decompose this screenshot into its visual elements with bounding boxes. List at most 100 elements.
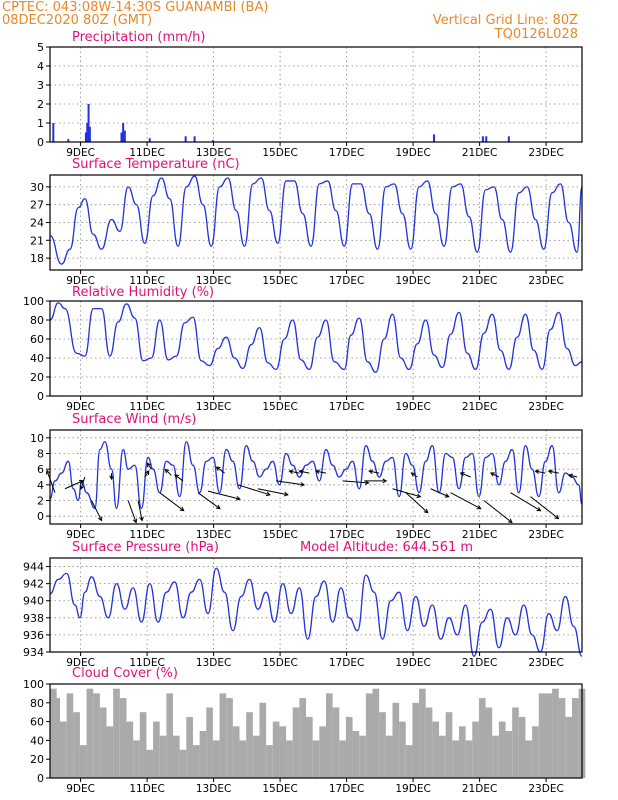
y-tick-label: 940 bbox=[23, 595, 44, 608]
x-tick-label: 17DEC bbox=[329, 275, 364, 287]
cloud-bar bbox=[552, 688, 559, 778]
precip-frame bbox=[49, 46, 583, 143]
precip-bar bbox=[485, 136, 488, 142]
wind-vector bbox=[216, 466, 225, 474]
wind-vector-head bbox=[547, 469, 553, 475]
cloud-bar bbox=[113, 688, 120, 778]
cloud-bar bbox=[558, 698, 566, 778]
cloud-bar bbox=[93, 693, 100, 778]
precip-bar bbox=[84, 132, 87, 142]
y-tick-label: 24 bbox=[30, 217, 44, 230]
wind-vector bbox=[165, 469, 172, 476]
wind-vector bbox=[207, 490, 241, 500]
cloud-bar bbox=[212, 740, 220, 778]
cloud-bar bbox=[525, 740, 533, 778]
wind-vector-head bbox=[298, 469, 304, 475]
cloud-bar bbox=[186, 716, 193, 778]
wind-vector-head bbox=[288, 469, 294, 475]
x-tick-label: 21DEC bbox=[462, 401, 497, 413]
x-tick-label: 9DEC bbox=[66, 529, 95, 541]
cloud-bar bbox=[259, 702, 267, 778]
temp-title: Surface Temperature (nC) bbox=[72, 157, 240, 172]
pres-series-line bbox=[49, 567, 583, 657]
cloud-bar bbox=[239, 740, 247, 778]
wind-vector-head bbox=[97, 516, 103, 522]
cloud-title: Cloud Cover (%) bbox=[72, 666, 178, 681]
cloud-bar bbox=[385, 735, 393, 778]
y-tick-label: 0 bbox=[37, 390, 44, 403]
precip-bar bbox=[88, 126, 91, 142]
cloud-bar bbox=[339, 740, 346, 778]
cloud-bar bbox=[379, 712, 386, 778]
cloud-bar bbox=[66, 693, 74, 778]
cloud-bar bbox=[412, 702, 420, 778]
wind-frame bbox=[49, 429, 583, 525]
cloud-bar bbox=[538, 693, 546, 778]
cloud-bar bbox=[392, 702, 400, 778]
wind-vector bbox=[237, 484, 271, 496]
cloud-bar bbox=[512, 707, 519, 778]
cloud-bar bbox=[59, 721, 67, 778]
cloud-bar bbox=[246, 712, 253, 778]
y-tick-label: 30 bbox=[30, 181, 44, 194]
wind-vector-head bbox=[78, 479, 84, 485]
wind-vector bbox=[405, 492, 429, 514]
x-tick-label: 11DEC bbox=[129, 783, 164, 795]
wind-vector-head bbox=[215, 466, 221, 471]
precip-bar bbox=[193, 136, 196, 142]
precip-bar bbox=[481, 136, 484, 142]
cloud-bar bbox=[372, 688, 380, 778]
cloud-bar bbox=[206, 707, 213, 778]
x-tick-label: 15DEC bbox=[262, 401, 297, 413]
header-datetime: 08DEC2020 80Z (GMT) bbox=[2, 13, 153, 28]
wind-vector-head bbox=[568, 473, 574, 479]
x-tick-label: 21DEC bbox=[462, 275, 497, 287]
y-tick-label: 60 bbox=[30, 716, 44, 729]
x-tick-label: 13DEC bbox=[196, 657, 231, 669]
wind-vector bbox=[174, 474, 184, 482]
x-tick-label: 17DEC bbox=[329, 783, 364, 795]
cloud-bar bbox=[485, 707, 493, 778]
y-tick-label: 40 bbox=[30, 734, 44, 747]
wind-vector-head bbox=[364, 480, 370, 486]
temp-frame bbox=[49, 174, 583, 271]
wind-vector-head bbox=[416, 493, 422, 499]
y-tick-label: 80 bbox=[30, 697, 44, 710]
cloud-bar bbox=[86, 688, 94, 778]
cloud-bar bbox=[312, 740, 320, 778]
header-grid-line: Vertical Grid Line: 80Z bbox=[432, 13, 578, 28]
x-tick-label: 9DEC bbox=[66, 275, 95, 287]
y-tick-label: 0 bbox=[37, 772, 44, 785]
cloud-bar bbox=[133, 740, 140, 778]
cloud-bar bbox=[179, 749, 187, 778]
x-tick-label: 15DEC bbox=[262, 657, 297, 669]
x-tick-label: 17DEC bbox=[329, 657, 364, 669]
wind-vector-head bbox=[423, 508, 429, 514]
cloud-bar bbox=[192, 745, 200, 778]
cloud-bar bbox=[432, 721, 440, 778]
cloud-bar bbox=[139, 712, 147, 778]
x-tick-label: 15DEC bbox=[262, 529, 297, 541]
precip-bar bbox=[86, 123, 89, 142]
cloud-bar bbox=[452, 740, 459, 778]
wind-vector-head bbox=[554, 514, 560, 520]
cloud-bar bbox=[266, 745, 273, 778]
cloud-bar bbox=[79, 745, 87, 778]
cloud-bar bbox=[292, 707, 300, 778]
cloud-bar bbox=[365, 693, 373, 778]
wind-vector bbox=[64, 480, 84, 490]
precip-bar bbox=[122, 123, 125, 142]
cloud-bar bbox=[465, 740, 473, 778]
y-tick-label: 936 bbox=[23, 629, 44, 642]
x-tick-label: 17DEC bbox=[329, 401, 364, 413]
precip-bar bbox=[211, 140, 214, 142]
y-tick-label: 942 bbox=[23, 578, 44, 591]
wind-vector bbox=[80, 476, 86, 490]
x-tick-label: 19DEC bbox=[395, 275, 430, 287]
wind-vector-head bbox=[235, 496, 241, 501]
wind-vector bbox=[342, 480, 369, 484]
wind-vector bbox=[510, 492, 541, 512]
wind-vector bbox=[548, 470, 559, 474]
wind-vector-head bbox=[536, 506, 542, 512]
precip-bar bbox=[184, 136, 187, 142]
